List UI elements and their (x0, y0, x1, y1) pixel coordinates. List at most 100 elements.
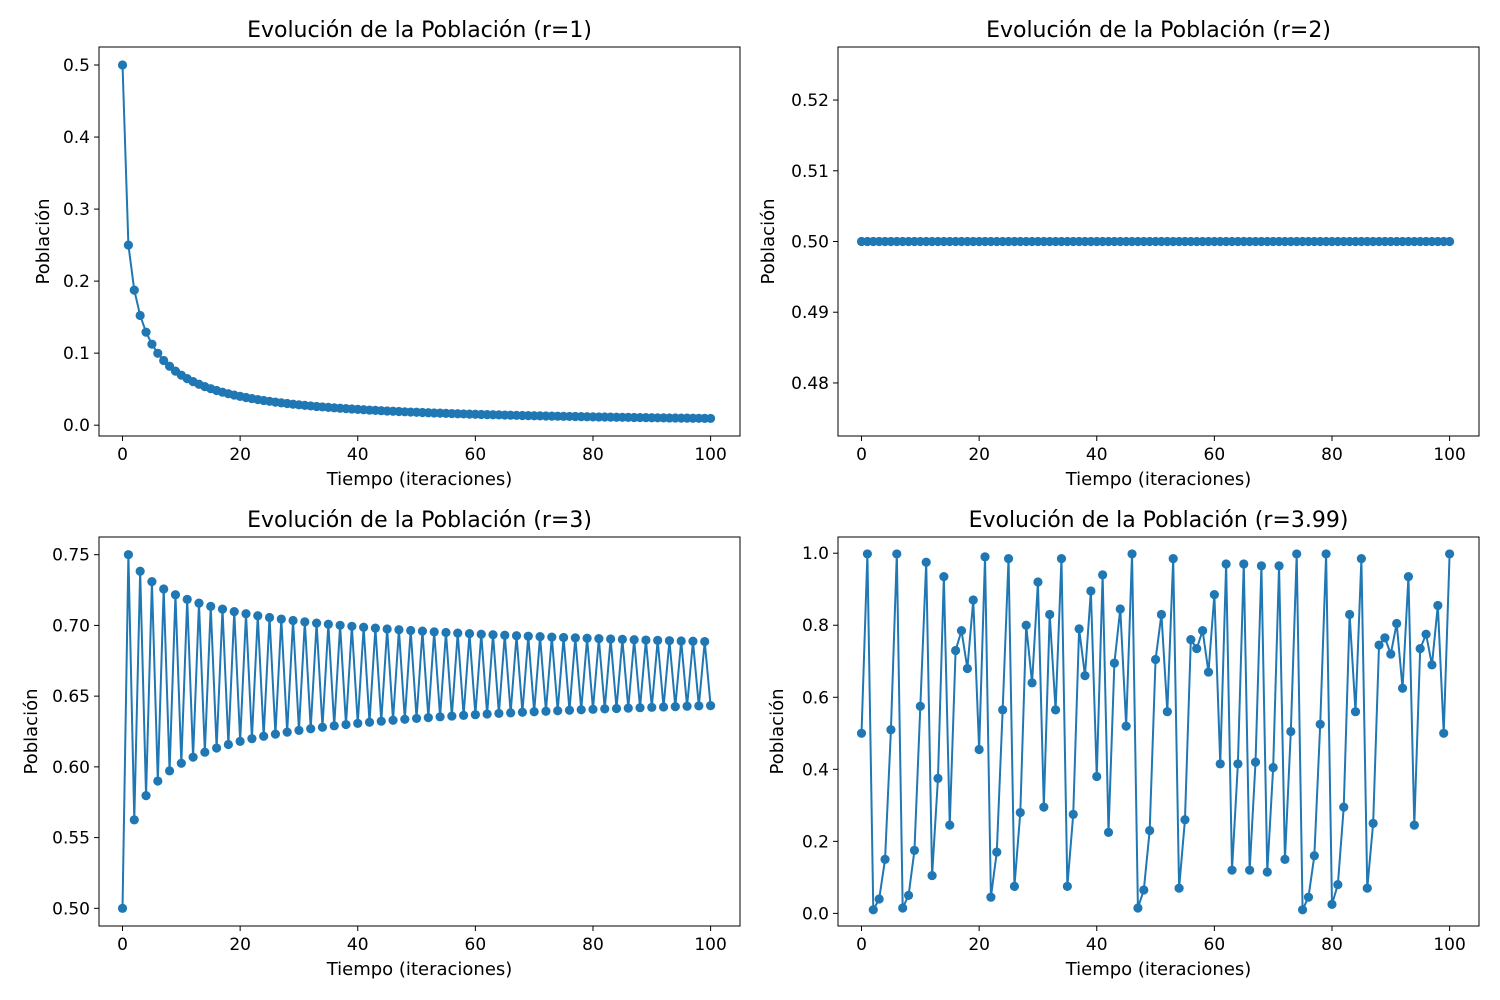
series-line (121, 64, 711, 420)
data-point (1239, 559, 1249, 569)
data-point (1121, 721, 1131, 731)
data-point (435, 712, 445, 722)
data-point (170, 590, 181, 600)
data-point (147, 577, 157, 587)
data-point (400, 714, 410, 724)
data-point (1362, 883, 1372, 893)
data-point (441, 627, 451, 638)
data-point (1321, 549, 1331, 559)
data-point (188, 752, 198, 762)
data-point (353, 718, 363, 728)
data-point (1409, 820, 1419, 830)
data-point (288, 615, 298, 626)
data-point (282, 727, 292, 737)
data-point (117, 903, 128, 913)
data-point (641, 635, 651, 645)
data-point (653, 635, 663, 645)
data-point (335, 620, 345, 630)
y-tick-label: 0.48 (791, 374, 829, 394)
data-point (1397, 683, 1408, 693)
data-point (1015, 807, 1025, 818)
data-point (658, 702, 669, 712)
data-point (1156, 609, 1167, 620)
x-tick-label: 100 (694, 445, 726, 465)
data-point (880, 854, 890, 864)
data-point (482, 709, 492, 719)
data-point (594, 634, 604, 644)
data-point (553, 706, 563, 716)
y-tick-label: 0.50 (791, 233, 829, 253)
chart-title: Evolución de la Población (r=3.99) (969, 508, 1349, 533)
y-tick-label: 0.65 (52, 687, 90, 707)
x-tick-label: 0 (117, 445, 128, 465)
x-tick-label: 0 (856, 445, 867, 465)
data-point (576, 705, 586, 715)
data-point (1180, 815, 1190, 825)
y-tick-label: 0.0 (802, 904, 829, 924)
data-point (1286, 726, 1296, 737)
y-tick-label: 0.49 (791, 303, 829, 323)
data-point (229, 607, 239, 617)
data-point (306, 724, 316, 734)
data-point (1098, 570, 1108, 580)
data-point (951, 645, 961, 656)
data-point (259, 731, 269, 741)
data-point (341, 719, 351, 730)
data-point (129, 815, 139, 825)
data-point (311, 618, 322, 628)
x-axis-label: Tiempo (iteraciones) (1065, 469, 1252, 490)
x-tick-label: 20 (968, 445, 990, 465)
data-point (1280, 854, 1290, 864)
data-point (347, 621, 357, 631)
data-point (317, 722, 328, 732)
x-tick-label: 40 (347, 445, 369, 465)
data-point (270, 729, 281, 739)
x-tick-label: 80 (582, 935, 604, 955)
y-axis-label: Población (758, 198, 779, 284)
data-point (547, 632, 557, 642)
data-point (1086, 586, 1096, 596)
data-point (1080, 671, 1090, 681)
data-point (1050, 705, 1061, 715)
x-tick-label: 20 (968, 935, 990, 955)
data-point (1174, 883, 1184, 893)
x-tick-label: 80 (1321, 935, 1343, 955)
x-tick-label: 100 (1433, 935, 1465, 955)
data-point (206, 601, 216, 611)
data-point (629, 635, 639, 645)
data-point (1444, 236, 1455, 247)
data-point (1309, 851, 1319, 861)
data-point (1056, 554, 1067, 564)
data-point (676, 636, 686, 646)
data-point (933, 773, 943, 783)
data-point (164, 766, 175, 776)
data-point (1345, 609, 1355, 620)
x-tick-label: 100 (694, 935, 726, 955)
data-point (1380, 633, 1390, 643)
x-tick-label: 20 (229, 935, 251, 955)
x-tick-label: 100 (1433, 445, 1465, 465)
data-point (1392, 618, 1402, 629)
x-axis-label: Tiempo (iteraciones) (1065, 959, 1252, 980)
data-point (945, 820, 955, 830)
x-tick-label: 60 (465, 935, 487, 955)
data-point (200, 747, 210, 757)
data-point (135, 310, 145, 321)
data-point (1439, 728, 1449, 738)
data-point (153, 776, 163, 786)
data-point (1074, 624, 1084, 634)
data-point (1021, 620, 1031, 630)
x-axis-label: Tiempo (iteraciones) (326, 469, 513, 490)
data-point (300, 617, 310, 627)
x-tick-label: 80 (1321, 445, 1343, 465)
data-point (135, 566, 145, 576)
data-point (939, 572, 949, 582)
data-point (123, 240, 134, 250)
data-point (1209, 590, 1219, 600)
data-point (176, 758, 186, 768)
data-point (247, 734, 257, 744)
data-point (1192, 644, 1202, 654)
data-point (1421, 629, 1431, 639)
y-tick-label: 0.70 (52, 616, 90, 636)
